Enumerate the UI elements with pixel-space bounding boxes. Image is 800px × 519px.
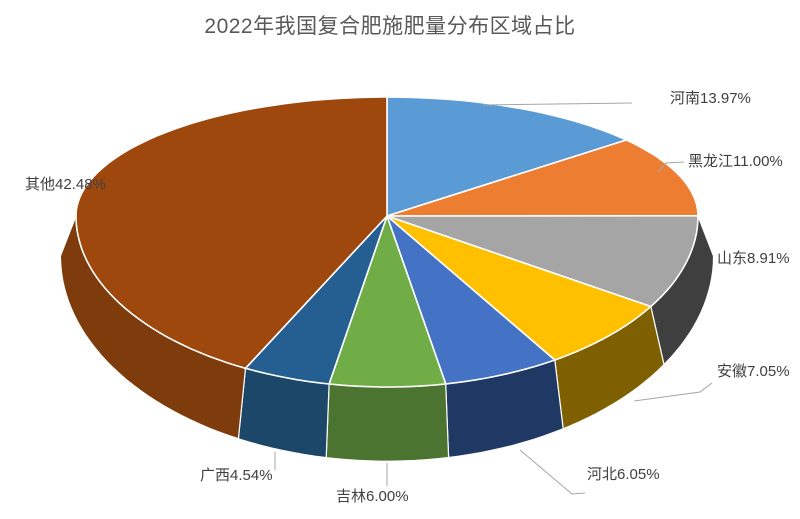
slice-label-heilongjiang: 黑龙江11.00% bbox=[688, 153, 783, 170]
pie-slice-heilongjiang[interactable] bbox=[386, 139, 699, 217]
slice-label-hebei: 河北6.05% bbox=[587, 466, 660, 483]
pie-slice-jilin[interactable] bbox=[328, 215, 447, 388]
slice-label-jilin: 吉林6.00% bbox=[336, 488, 409, 505]
slice-label-anhui: 安徽7.05% bbox=[717, 363, 790, 380]
pie-top-faces bbox=[75, 96, 699, 388]
pie-slice-side-jilin bbox=[325, 383, 450, 462]
slice-label-shandong: 山东8.91% bbox=[717, 250, 790, 267]
pie-slice-guangxi[interactable] bbox=[244, 215, 388, 385]
leader-line-hebei bbox=[519, 449, 586, 495]
pie-slice-henan[interactable] bbox=[386, 96, 628, 217]
leader-line-henan bbox=[482, 102, 633, 106]
pie-slice-qita[interactable] bbox=[75, 96, 388, 370]
leader-line-heilongjiang bbox=[657, 161, 685, 173]
slice-label-guangxi: 广西4.54% bbox=[200, 467, 273, 484]
pie-slice-hebei[interactable] bbox=[386, 215, 556, 385]
slice-label-henan: 河南13.97% bbox=[670, 90, 751, 107]
leader-lines bbox=[274, 102, 713, 495]
slice-label-qita: 其他42.48% bbox=[25, 176, 106, 193]
pie-side-walls bbox=[59, 215, 715, 462]
pie-slice-anhui[interactable] bbox=[386, 215, 652, 361]
chart-title: 2022年我国复合肥施肥量分布区域占比 bbox=[204, 15, 576, 38]
pie-slice-shandong[interactable] bbox=[386, 215, 699, 308]
leader-line-anhui bbox=[633, 382, 713, 402]
